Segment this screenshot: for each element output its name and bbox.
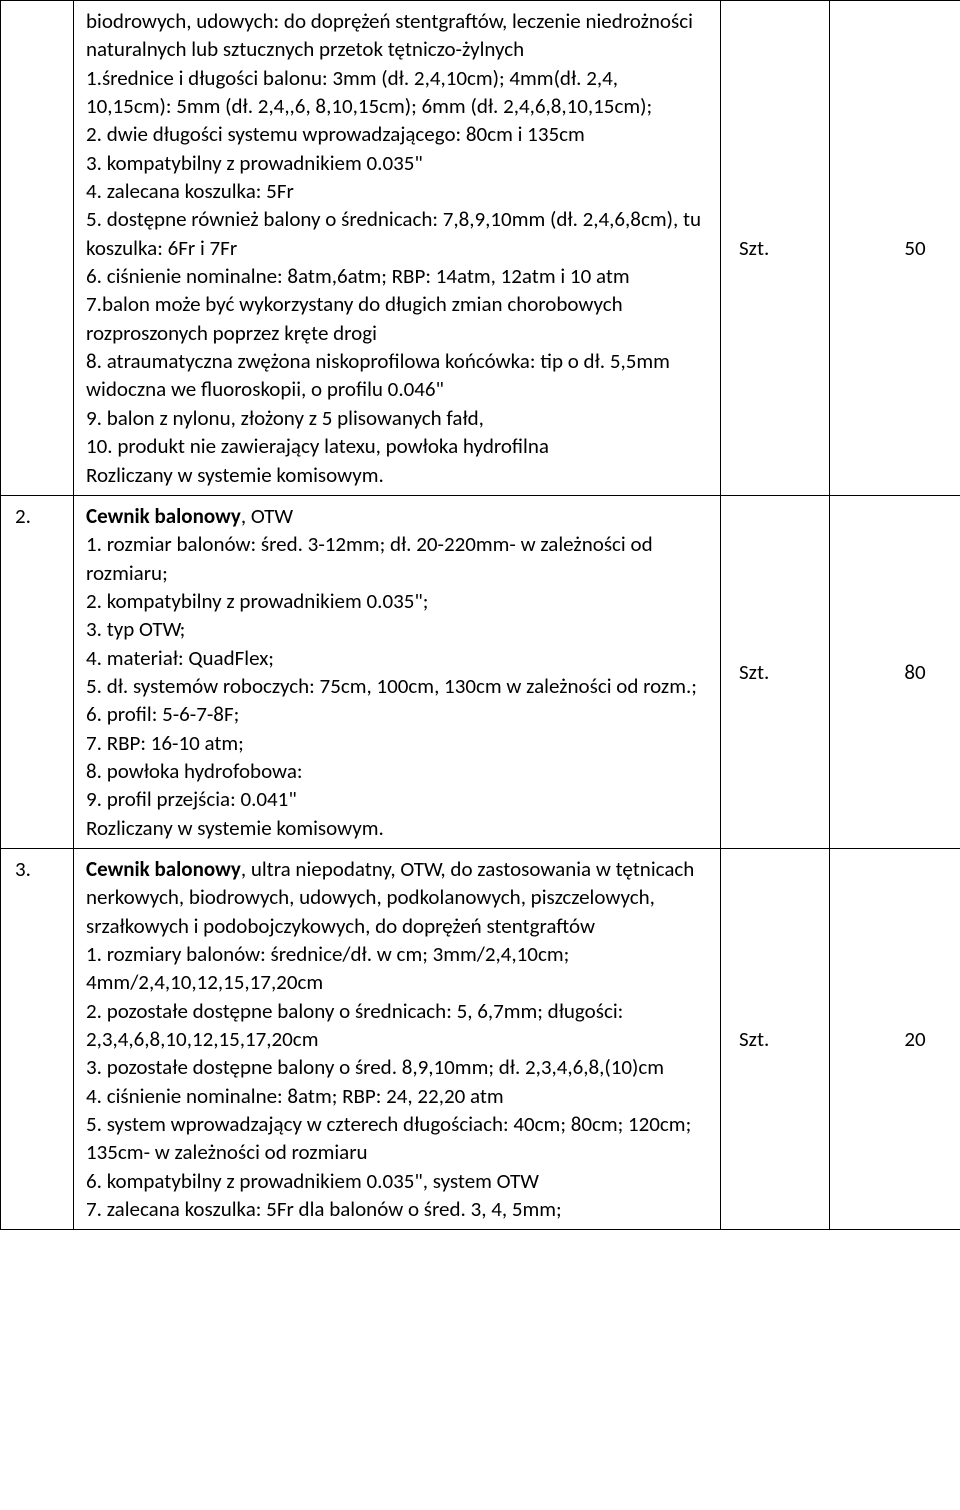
- desc-title-rest: , OTW: [241, 503, 293, 529]
- unit-cell: Szt.: [721, 495, 830, 848]
- qty-cell: 20: [830, 848, 960, 1229]
- desc-line: 7.balon może być wykorzystany do długich…: [86, 290, 708, 347]
- row-number: 2.: [15, 503, 31, 529]
- desc-line: 9. balon z nylonu, złożony z 5 plisowany…: [86, 404, 708, 432]
- desc-line: widoczna we fluoroskopii, o profilu 0.04…: [86, 375, 708, 403]
- desc-line: 5. system wprowadzający w czterech długo…: [86, 1110, 708, 1167]
- desc-line: 7. zalecana koszulka: 5Fr dla balonów o …: [86, 1195, 708, 1223]
- desc-line: 4. materiał: QuadFlex;: [86, 644, 708, 672]
- table-row: biodrowych, udowych: do doprężeń stentgr…: [1, 1, 960, 496]
- desc-line: 4. ciśnienie nominalne: 8atm; RBP: 24, 2…: [86, 1082, 708, 1110]
- desc-line: 3. typ OTW;: [86, 615, 708, 643]
- desc-line: 1. rozmiar balonów: śred. 3-12mm; dł. 20…: [86, 530, 708, 587]
- unit-cell: Szt.: [721, 848, 830, 1229]
- desc-title-line: Cewnik balonowy, ultra niepodatny, OTW, …: [86, 855, 708, 940]
- desc-line: 6. profil: 5-6-7-8F;: [86, 700, 708, 728]
- row-number: 3.: [15, 856, 31, 882]
- desc-title-bold: Cewnik balonowy: [86, 856, 241, 882]
- description-cell: biodrowych, udowych: do doprężeń stentgr…: [74, 1, 721, 496]
- desc-line: Rozliczany w systemie komisowym.: [86, 814, 708, 842]
- unit-value: Szt.: [739, 235, 769, 261]
- desc-line: 2. pozostałe dostępne balony o średnicac…: [86, 997, 708, 1054]
- desc-line: 5. dostępne również balony o średnicach:…: [86, 205, 708, 262]
- unit-cell: Szt.: [721, 1, 830, 496]
- qty-value: 50: [904, 235, 925, 261]
- table-row: 2. Cewnik balonowy, OTW 1. rozmiar balon…: [1, 495, 960, 848]
- desc-line: 4. zalecana koszulka: 5Fr: [86, 177, 708, 205]
- document-page: biodrowych, udowych: do doprężeń stentgr…: [0, 0, 960, 1230]
- desc-line: 3. pozostałe dostępne balony o śred. 8,9…: [86, 1053, 708, 1081]
- qty-cell: 50: [830, 1, 960, 496]
- desc-title-line: Cewnik balonowy, OTW: [86, 502, 708, 530]
- row-number-cell: 2.: [1, 495, 74, 848]
- unit-value: Szt.: [739, 659, 769, 685]
- desc-line: biodrowych, udowych: do doprężeń stentgr…: [86, 7, 708, 64]
- desc-line: 1.średnice i długości balonu: 3mm (dł. 2…: [86, 64, 708, 121]
- spec-table: biodrowych, udowych: do doprężeń stentgr…: [0, 0, 960, 1230]
- desc-line: 6. kompatybilny z prowadnikiem 0.035", s…: [86, 1167, 708, 1195]
- unit-value: Szt.: [739, 1026, 769, 1052]
- desc-title-bold: Cewnik balonowy: [86, 503, 241, 529]
- description-cell: Cewnik balonowy, ultra niepodatny, OTW, …: [74, 848, 721, 1229]
- desc-line: 2. dwie długości systemu wprowadzającego…: [86, 120, 708, 148]
- desc-line: 7. RBP: 16-10 atm;: [86, 729, 708, 757]
- qty-value: 80: [904, 659, 925, 685]
- desc-line: 8. atraumatyczna zwężona niskoprofilowa …: [86, 347, 708, 375]
- desc-line: Rozliczany w systemie komisowym.: [86, 461, 708, 489]
- desc-line: 8. powłoka hydrofobowa:: [86, 757, 708, 785]
- qty-value: 20: [904, 1026, 925, 1052]
- description-cell: Cewnik balonowy, OTW 1. rozmiar balonów:…: [74, 495, 721, 848]
- desc-line: 1. rozmiary balonów: średnice/dł. w cm; …: [86, 940, 708, 997]
- table-row: 3. Cewnik balonowy, ultra niepodatny, OT…: [1, 848, 960, 1229]
- desc-line: 2. kompatybilny z prowadnikiem 0.035";: [86, 587, 708, 615]
- row-number-cell: 3.: [1, 848, 74, 1229]
- row-number-cell: [1, 1, 74, 496]
- desc-line: 3. kompatybilny z prowadnikiem 0.035": [86, 149, 708, 177]
- desc-line: 10. produkt nie zawierający latexu, powł…: [86, 432, 708, 460]
- desc-line: 6. ciśnienie nominalne: 8atm,6atm; RBP: …: [86, 262, 708, 290]
- qty-cell: 80: [830, 495, 960, 848]
- desc-line: 5. dł. systemów roboczych: 75cm, 100cm, …: [86, 672, 708, 700]
- desc-line: 9. profil przejścia: 0.041": [86, 785, 708, 813]
